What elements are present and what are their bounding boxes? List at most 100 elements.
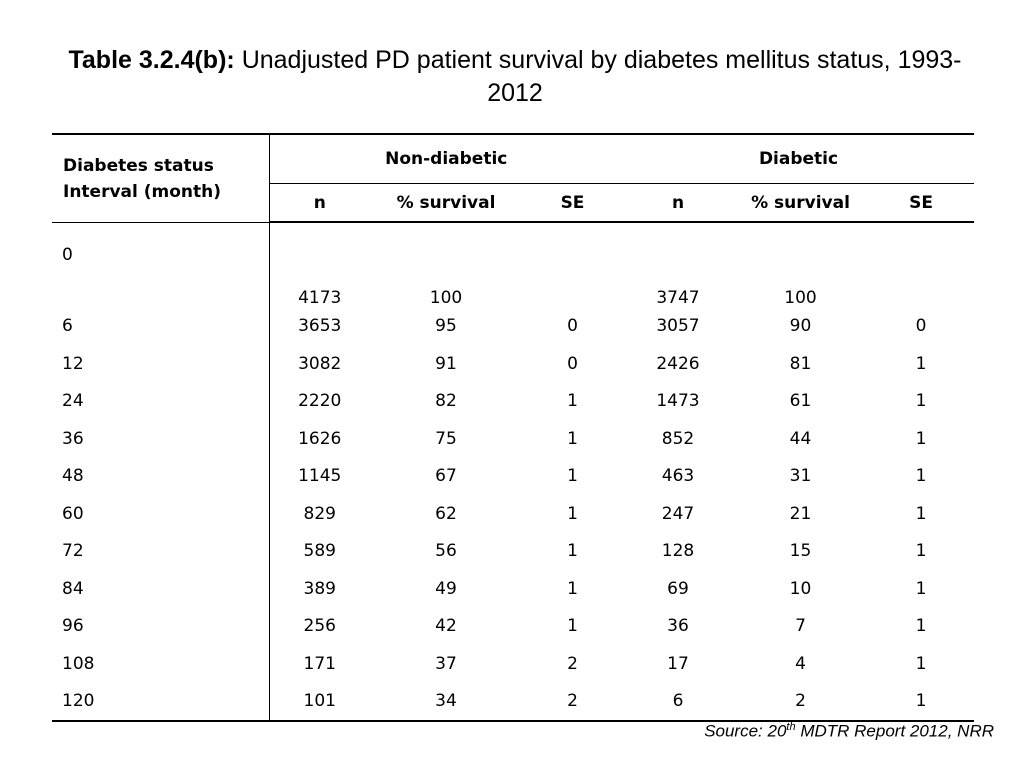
non-diabetic-se-cell: 1 <box>567 391 578 412</box>
col-header-n: n <box>269 183 370 223</box>
diabetic-se-cell: 1 <box>915 616 927 637</box>
col-header-survival: % survival <box>370 183 522 223</box>
diabetic-survival-cell: 81 <box>789 353 812 374</box>
row-header-line-2: Interval (month) <box>63 182 222 202</box>
non-diabetic-n-cell: 171 <box>303 653 336 674</box>
diabetic-se-cell: 1 <box>915 541 927 562</box>
diabetic-n-cell: 1473 <box>656 391 700 412</box>
diabetic-survival-cell: 7 <box>795 616 806 637</box>
table-row: 48 1145 67 1 463 31 1 <box>52 457 974 495</box>
table-row: 108 171 37 2 17 4 1 <box>52 645 974 683</box>
diabetic-n-cell: 69 <box>667 578 689 599</box>
diabetic-n-cell: 128 <box>661 541 695 562</box>
diabetic-n-cell: 463 <box>661 466 695 487</box>
non-diabetic-se-cell: 1 <box>567 428 578 449</box>
diabetic-n-cell: 3747 <box>656 287 700 308</box>
interval-cell: 60 <box>52 495 270 533</box>
diabetic-se-cell: 1 <box>915 503 927 524</box>
col-header-survival: % survival <box>733 183 868 223</box>
non-diabetic-n-cell: 256 <box>303 616 336 637</box>
non-diabetic-n-cell: 101 <box>269 682 370 722</box>
interval-cell: 48 <box>52 457 270 495</box>
non-diabetic-se-cell: 1 <box>567 466 578 487</box>
table-number: Table 3.2.4(b): <box>68 46 235 74</box>
non-diabetic-se-cell: 2 <box>522 682 623 722</box>
diabetic-survival-cell: 4 <box>795 653 806 674</box>
non-diabetic-n-cell: 829 <box>303 503 336 524</box>
diabetic-se-cell: 1 <box>915 466 927 487</box>
table-row: 0 4173 100 3747 100 <box>52 222 974 308</box>
group-header-non-diabetic: Non-diabetic <box>269 133 623 184</box>
group-header-diabetic: Diabetic <box>623 133 975 184</box>
non-diabetic-survival-cell: 75 <box>435 428 457 449</box>
interval-cell: 36 <box>52 420 270 458</box>
diabetic-se-cell: 1 <box>915 578 927 599</box>
col-header-n: n <box>623 183 733 223</box>
interval-cell: 120 <box>52 682 270 722</box>
non-diabetic-survival-cell: 91 <box>435 353 457 374</box>
diabetic-survival-cell: 2 <box>733 682 868 722</box>
diabetic-survival-cell: 100 <box>784 287 817 308</box>
table-row: 6 3653 95 0 3057 90 0 <box>52 307 974 345</box>
interval-cell: 108 <box>52 645 270 683</box>
diabetic-survival-cell: 90 <box>789 316 812 337</box>
diabetic-survival-cell: 61 <box>789 391 812 412</box>
diabetic-n-cell: 36 <box>667 616 689 637</box>
diabetic-se-cell: 0 <box>915 316 927 337</box>
diabetic-survival-cell: 10 <box>789 578 812 599</box>
non-diabetic-se-cell: 1 <box>567 578 578 599</box>
non-diabetic-survival-cell: 34 <box>370 682 522 722</box>
table-body: 0 4173 100 3747 100 6 3653 95 0 3057 90 0 12 3082 91 0 2… <box>52 222 975 722</box>
table-row: 84 389 49 1 69 10 1 <box>52 570 974 608</box>
non-diabetic-se-cell <box>522 222 623 308</box>
non-diabetic-survival-cell: 37 <box>435 653 457 674</box>
diabetic-n-cell: 2426 <box>656 353 700 374</box>
diabetic-n-cell: 852 <box>661 428 695 449</box>
row-header-line-1: Diabetes status <box>63 156 214 176</box>
non-diabetic-survival-cell: 82 <box>435 391 457 412</box>
interval-cell: 96 <box>52 607 270 645</box>
non-diabetic-survival-cell: 62 <box>435 503 457 524</box>
source-superscript: th <box>786 721 796 733</box>
diabetic-se-cell: 1 <box>915 391 927 412</box>
non-diabetic-n-cell: 389 <box>303 578 336 599</box>
survival-table: Diabetes status Interval (month) Non-dia… <box>52 133 975 722</box>
non-diabetic-survival-cell: 100 <box>429 287 463 308</box>
non-diabetic-survival-cell: 56 <box>435 541 457 562</box>
col-header-se: SE <box>868 183 975 223</box>
diabetic-se-cell: 1 <box>915 353 927 374</box>
diabetic-se-cell: 1 <box>915 653 927 674</box>
table-row: 120 101 34 2 6 2 1 <box>52 682 975 722</box>
non-diabetic-n-cell: 4173 <box>298 287 342 308</box>
table-row: 96 256 42 1 36 7 1 <box>52 607 974 645</box>
table-caption: Unadjusted PD patient survival by diabet… <box>241 46 962 107</box>
non-diabetic-n-cell: 1145 <box>298 466 342 487</box>
source-note: Source: 20th MDTR Report 2012, NRR <box>704 721 994 742</box>
non-diabetic-se-cell: 1 <box>567 541 578 562</box>
non-diabetic-n-cell: 3653 <box>298 316 342 337</box>
diabetic-n-cell: 3057 <box>656 316 700 337</box>
non-diabetic-survival-cell: 95 <box>435 316 457 337</box>
diabetic-se-cell: 1 <box>915 428 927 449</box>
table-row: 72 589 56 1 128 15 1 <box>52 532 974 570</box>
non-diabetic-n-cell: 3082 <box>298 353 342 374</box>
non-diabetic-n-cell: 2220 <box>298 391 342 412</box>
non-diabetic-se-cell: 1 <box>567 503 578 524</box>
diabetic-survival-cell: 44 <box>789 428 812 449</box>
diabetic-se-cell <box>868 222 974 308</box>
col-header-se: SE <box>522 183 623 223</box>
row-header-cell: Diabetes status Interval (month) <box>52 133 270 223</box>
diabetic-n-cell: 6 <box>623 682 733 722</box>
non-diabetic-n-cell: 589 <box>303 541 336 562</box>
non-diabetic-se-cell: 0 <box>567 353 578 374</box>
diabetic-n-cell: 17 <box>667 653 689 674</box>
interval-cell: 84 <box>52 570 270 608</box>
table-title: Table 3.2.4(b): Unadjusted PD patient su… <box>60 44 970 110</box>
diabetic-survival-cell: 21 <box>789 503 812 524</box>
interval-cell: 72 <box>52 532 270 570</box>
table-row: 60 829 62 1 247 21 1 <box>52 495 974 533</box>
interval-cell: 6 <box>52 307 270 345</box>
survival-table-container: Diabetes status Interval (month) Non-dia… <box>52 133 975 722</box>
non-diabetic-se-cell: 0 <box>567 316 578 337</box>
source-suffix: MDTR Report 2012, NRR <box>795 721 994 741</box>
